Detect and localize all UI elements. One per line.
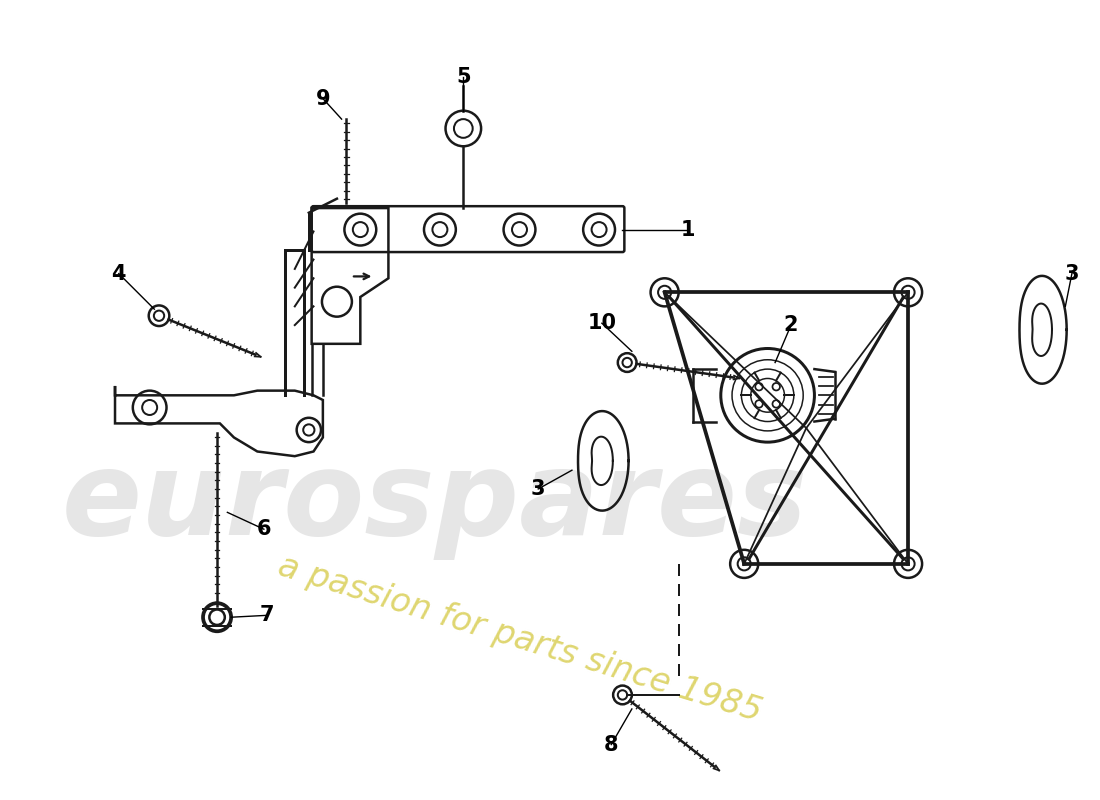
Text: eurospares: eurospares bbox=[62, 446, 808, 561]
Text: 1: 1 bbox=[681, 219, 695, 239]
Text: 3: 3 bbox=[1065, 264, 1079, 284]
Text: 6: 6 bbox=[256, 519, 271, 539]
Text: 8: 8 bbox=[604, 734, 618, 754]
Text: 7: 7 bbox=[260, 606, 274, 626]
Text: 10: 10 bbox=[587, 314, 616, 334]
Text: 3: 3 bbox=[531, 479, 546, 499]
Text: 2: 2 bbox=[784, 315, 799, 335]
Text: a passion for parts since 1985: a passion for parts since 1985 bbox=[274, 550, 766, 728]
Text: 4: 4 bbox=[111, 264, 126, 284]
Text: 5: 5 bbox=[456, 67, 471, 87]
Text: 9: 9 bbox=[316, 89, 330, 109]
